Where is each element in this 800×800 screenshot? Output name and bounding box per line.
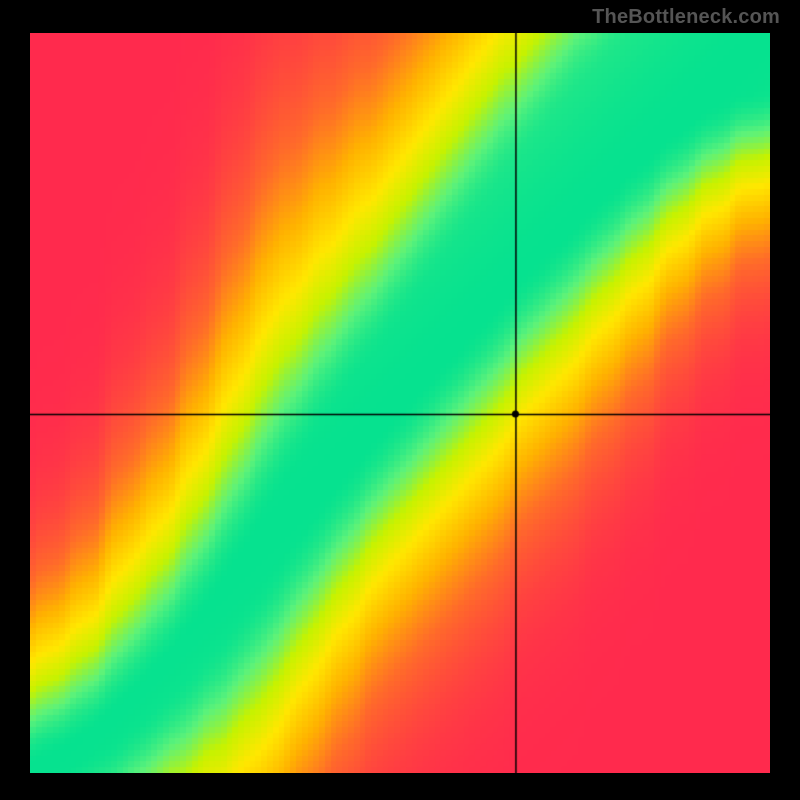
- bottleneck-heatmap: [30, 33, 770, 773]
- chart-container: { "chart": { "type": "heatmap", "waterma…: [0, 0, 800, 800]
- watermark-text: TheBottleneck.com: [592, 6, 780, 29]
